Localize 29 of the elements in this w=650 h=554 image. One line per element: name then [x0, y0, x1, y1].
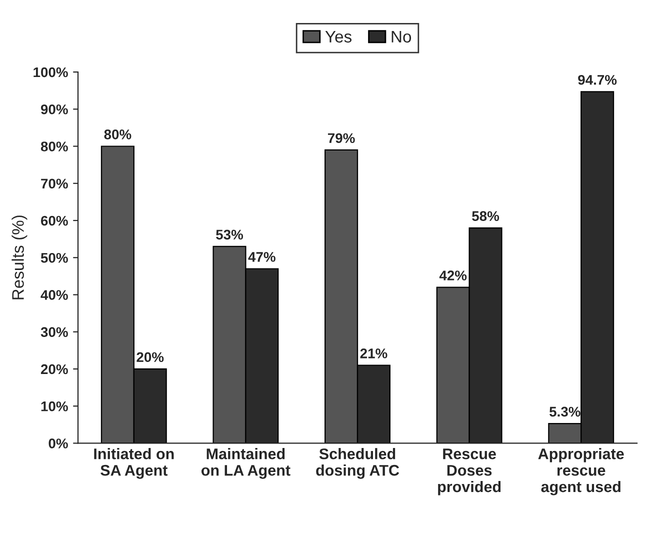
y-tick-label: 10%: [41, 401, 68, 412]
text: 47%: [248, 252, 276, 262]
y-tick-label: 20%: [40, 364, 68, 374]
legend-label: Yes: [325, 30, 352, 43]
y-tick-label: 60%: [40, 216, 68, 226]
text: 80%: [104, 130, 132, 140]
text: 20%: [136, 352, 164, 362]
x-tick-label: Initiated on SA Agent: [94, 448, 174, 479]
text: 58%: [472, 211, 500, 222]
x-tick-label: Maintained on LA Agent: [201, 448, 290, 479]
text: 21%: [360, 348, 388, 358]
legend-label: No: [392, 30, 412, 43]
text: 94.7%: [578, 74, 617, 85]
y-tick-label: 50%: [40, 252, 68, 263]
y-tick-label: 100%: [34, 67, 68, 78]
text: 53%: [216, 230, 244, 240]
y-tick-label: 80%: [40, 142, 68, 152]
text: 79%: [328, 133, 355, 144]
y-tick-label: 70%: [41, 178, 68, 189]
y-tick-label: 0%: [48, 438, 68, 448]
y-tick-label: 30%: [40, 327, 68, 338]
text: 5.3%: [549, 406, 580, 417]
text: 42%: [439, 270, 467, 280]
y-axis-title: Results (%): [12, 216, 28, 300]
x-tick-label: Appropriate rescue agent used: [538, 448, 624, 496]
y-tick-label: 90%: [40, 104, 68, 114]
y-tick-label: 40%: [40, 290, 68, 300]
x-tick-label: Scheduled dosing ATC: [316, 448, 400, 479]
x-tick-label: Rescue Doses provided: [438, 448, 501, 496]
